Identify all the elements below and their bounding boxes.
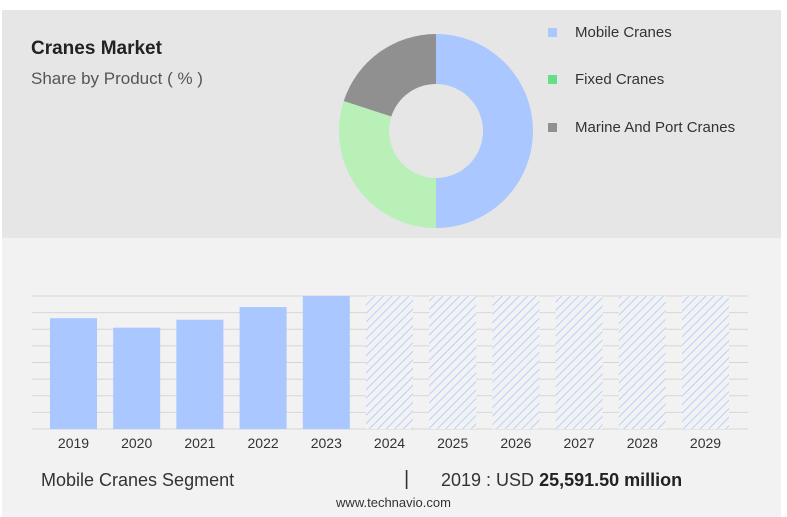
footer-value-prefix: 2019 : USD xyxy=(441,470,535,490)
donut-slice xyxy=(343,34,436,117)
legend-label: Marine And Port Cranes xyxy=(575,119,736,136)
x-tick-label: 2024 xyxy=(374,435,405,451)
legend-item-fixed-cranes: Fixed Cranes xyxy=(548,71,664,88)
legend-item-marine-and-port-cranes: Marine And Port Cranes xyxy=(548,119,735,136)
legend-label: Fixed Cranes xyxy=(575,71,665,88)
legend-item-mobile-cranes: Mobile Cranes xyxy=(548,24,672,41)
forecast-bar-2029 xyxy=(682,296,729,429)
forecast-bar-2026 xyxy=(492,296,540,429)
bar-chart: 2019 2020 2021 2022 2023 2024 2025 2026 2027 2028… xyxy=(32,295,748,451)
legend-label: Mobile Cranes xyxy=(575,24,672,41)
forecast-bar-2028 xyxy=(618,296,666,429)
bar-2021 xyxy=(176,319,224,429)
forecast-bar-2025 xyxy=(429,296,477,429)
donut-slice xyxy=(339,101,436,228)
x-tick-label: 2022 xyxy=(248,435,279,451)
x-tick-label: 2021 xyxy=(184,435,215,451)
legend-swatch xyxy=(548,28,557,37)
donut-chart xyxy=(339,34,533,228)
footer-value: 2019 : USD 25,591.50 million xyxy=(441,470,682,491)
bar-2022 xyxy=(239,307,287,429)
chart-subtitle: Share by Product ( % ) xyxy=(31,69,203,88)
forecast-bar-2027 xyxy=(555,296,603,429)
forecast-bar-2024 xyxy=(366,296,413,429)
source-link[interactable]: www.technavio.com xyxy=(336,495,451,510)
x-tick-label: 2026 xyxy=(500,435,531,451)
footer-separator: | xyxy=(404,468,410,490)
x-tick-label: 2025 xyxy=(437,435,468,451)
x-tick-label: 2027 xyxy=(564,435,595,451)
bar-2023 xyxy=(302,296,350,429)
bar-2019 xyxy=(50,318,97,429)
x-tick-label: 2029 xyxy=(690,435,721,451)
x-tick-label: 2020 xyxy=(121,435,152,451)
donut-slice xyxy=(436,34,533,228)
footer-segment-label: Mobile Cranes Segment xyxy=(41,470,235,490)
bar-2020 xyxy=(113,327,161,429)
x-tick-label: 2019 xyxy=(58,435,89,451)
legend-swatch xyxy=(548,75,557,84)
legend-swatch xyxy=(548,123,557,132)
footer-value-amount: 25,591.50 million xyxy=(539,470,683,490)
chart-title: Cranes Market xyxy=(31,38,162,59)
x-tick-label: 2023 xyxy=(311,435,342,451)
x-tick-label: 2028 xyxy=(627,435,658,451)
